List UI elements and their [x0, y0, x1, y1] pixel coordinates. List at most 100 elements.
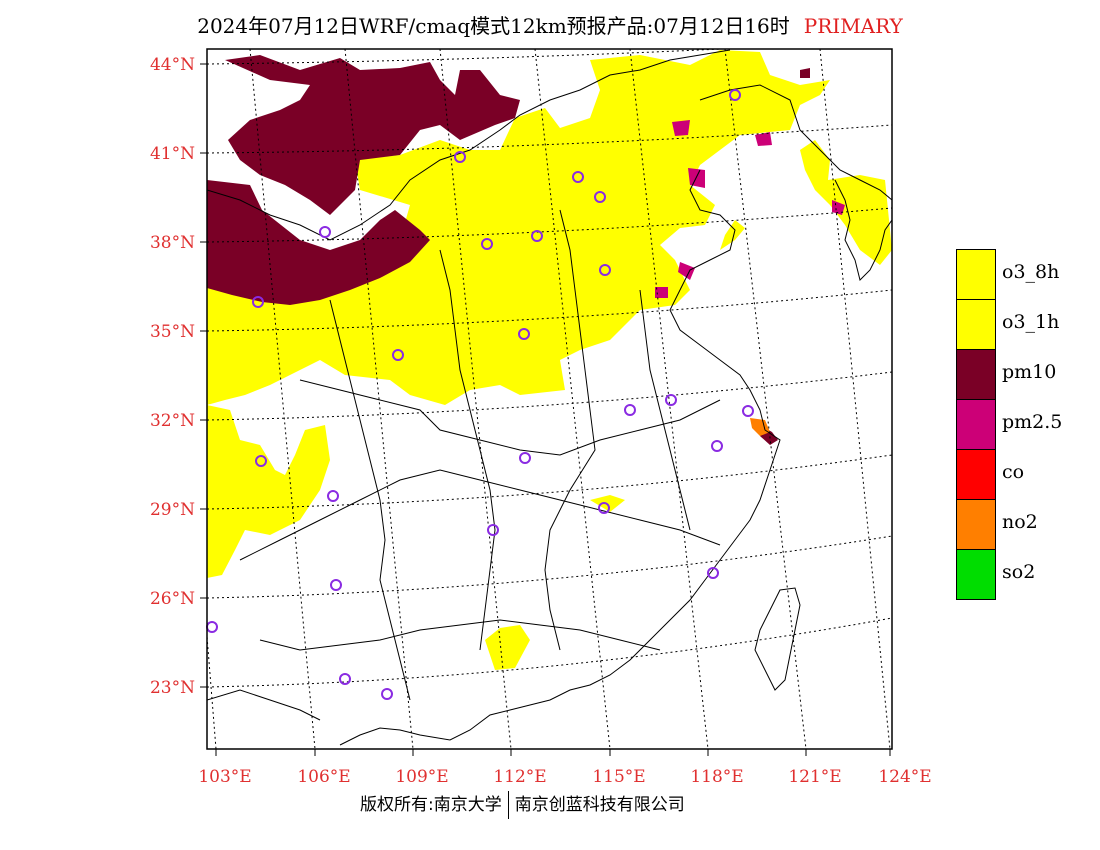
- legend-label: pm10: [1002, 361, 1057, 383]
- legend-label: o3_8h: [1002, 261, 1060, 283]
- lon-label: 124°E: [878, 767, 931, 787]
- legend-item-no2: no2: [956, 499, 1096, 549]
- pm25-spot-4: [655, 287, 668, 298]
- pm25-spot-3: [678, 262, 695, 280]
- title-primary-tag: PRIMARY: [803, 14, 903, 38]
- legend-label: so2: [1002, 561, 1036, 583]
- lat-label: 32°N: [150, 411, 195, 431]
- lon-line-118: [629, 49, 709, 749]
- station-marker: [255, 455, 267, 467]
- station-marker: [481, 238, 493, 250]
- lon-label: 112°E: [493, 767, 546, 787]
- lat-label: 44°N: [150, 55, 195, 75]
- map-frame: [206, 48, 893, 750]
- station-marker: [594, 191, 606, 203]
- station-marker: [598, 502, 610, 514]
- copyright-company: 南京创蓝科技有限公司: [514, 795, 685, 815]
- station-marker: [339, 673, 351, 685]
- lat-line-44: [207, 49, 732, 65]
- boundary-coast-north: [339, 169, 781, 746]
- graticule: [207, 49, 892, 749]
- pm10-spot-north: [800, 68, 810, 78]
- station-marker: [392, 349, 404, 361]
- legend-swatch: [956, 449, 996, 499]
- station-marker: [531, 230, 543, 242]
- pollution-layer: [172, 50, 892, 670]
- boundary-vertical-4: [639, 289, 691, 531]
- o3-region-shandong: [720, 220, 745, 250]
- boundary-northeast: [699, 84, 892, 201]
- axis-ticks: [200, 63, 891, 756]
- legend-label: no2: [1002, 511, 1038, 533]
- pm25-spot-1: [672, 120, 690, 136]
- station-marker: [206, 621, 218, 633]
- lon-label: 103°E: [198, 767, 251, 787]
- boundary-central: [299, 379, 721, 456]
- lon-line-115: [534, 49, 611, 749]
- boundary-south: [259, 619, 661, 651]
- lat-line-23: [207, 617, 892, 688]
- o3-region-south: [485, 625, 530, 670]
- legend-swatch: [956, 399, 996, 449]
- legend-item-o3-8h: o3_8h: [956, 249, 1096, 299]
- boundary-vertical-1: [329, 299, 411, 701]
- legend-label: pm2.5: [1002, 411, 1063, 433]
- station-marker: [381, 688, 393, 700]
- station-marker: [319, 226, 331, 238]
- lat-label: 38°N: [150, 233, 195, 253]
- footer-separator: [507, 791, 509, 819]
- station-marker: [454, 151, 466, 163]
- legend-swatch: [956, 299, 996, 349]
- legend-swatch: [956, 249, 996, 299]
- station-marker: [330, 579, 342, 591]
- province-boundaries: [207, 49, 892, 746]
- copyright-owner: 版权所有:南京大学: [360, 795, 502, 815]
- station-marker: [729, 89, 741, 101]
- legend-item-pm25: pm2.5: [956, 399, 1096, 449]
- taiwan-outline: [754, 587, 801, 691]
- station-marker: [487, 524, 499, 536]
- legend-swatch: [956, 499, 996, 549]
- legend-item-co: co: [956, 449, 1096, 499]
- lat-label: 35°N: [150, 322, 195, 342]
- station-marker: [711, 440, 723, 452]
- station-marker: [665, 394, 677, 406]
- legend-item-so2: so2: [956, 549, 1096, 600]
- legend-label: co: [1002, 461, 1025, 483]
- station-marker: [572, 171, 584, 183]
- station-marker: [519, 452, 531, 464]
- lon-line-112: [439, 49, 512, 749]
- lat-label: 29°N: [150, 500, 195, 520]
- station-marker: [624, 404, 636, 416]
- legend-swatch: [956, 349, 996, 399]
- o3-region-north: [207, 50, 830, 405]
- title-main: 2024年07月12日WRF/cmaq模式12km预报产品:07月12日16时: [197, 14, 790, 38]
- pm10-region-mongolia: [225, 55, 520, 215]
- lon-line-109: [344, 49, 414, 749]
- pollutant-legend: o3_8h o3_1h pm10 pm2.5 co no2 so2: [956, 249, 1096, 600]
- pm25-spot-6: [755, 132, 772, 146]
- lon-label: 109°E: [395, 767, 448, 787]
- legend-label: o3_1h: [1002, 311, 1060, 333]
- station-marker: [327, 490, 339, 502]
- lat-label: 41°N: [150, 144, 195, 164]
- boundary-hainan-coast: [207, 689, 321, 721]
- lon-label: 118°E: [690, 767, 743, 787]
- longitude-labels: 103°E 106°E 109°E 112°E 115°E 118°E 121°…: [198, 767, 931, 787]
- boundary-korea: [834, 179, 892, 281]
- lon-label: 121°E: [788, 767, 841, 787]
- station-marker: [518, 328, 530, 340]
- copyright-footer: 版权所有:南京大学 南京创蓝科技有限公司: [360, 790, 685, 819]
- o3-region-west: [207, 405, 330, 578]
- boundary-south-central: [239, 469, 721, 561]
- lon-line-106: [249, 49, 316, 749]
- station-marker: [707, 567, 719, 579]
- boundary-inner-mongolia: [207, 49, 731, 241]
- o3-region-small: [172, 613, 198, 627]
- station-marker: [599, 264, 611, 276]
- boundary-vertical-2: [439, 249, 496, 651]
- legend-item-pm10: pm10: [956, 349, 1096, 399]
- station-marker: [742, 405, 754, 417]
- lat-label: 23°N: [150, 678, 195, 698]
